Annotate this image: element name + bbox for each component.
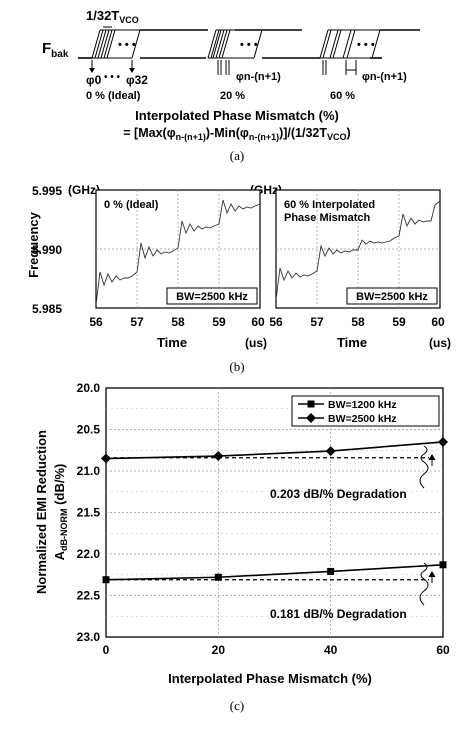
b-xlabel-left: Time (157, 335, 187, 350)
c-reference-lines (106, 457, 429, 581)
b-xtick-1: 57 (130, 315, 144, 329)
b-xtick-4: 60 (251, 315, 265, 329)
phase-dots: • • • (104, 72, 121, 83)
b-rxtick-2: 58 (351, 315, 365, 329)
b-rxtick-0: 56 (269, 315, 283, 329)
b-left-bw: BW=2500 kHz (176, 291, 248, 303)
b-xunit: (us) (429, 336, 451, 350)
b-ylabel: Frequency (26, 211, 41, 278)
b-right-bw-box (346, 287, 438, 305)
c-xlabel: Interpolated Phase Mismatch (%) (168, 671, 372, 686)
legend-label-2500: BW=2500 kHz (328, 413, 397, 425)
b-ytick-1: 5.990 (32, 243, 62, 257)
c-point-diamond (101, 453, 111, 464)
c-xtick: 60 (436, 643, 450, 657)
c-ytick: 21.5 (77, 506, 101, 520)
c-xtick: 20 (212, 643, 226, 657)
phase0-label: φ0 (86, 73, 102, 87)
b-xtick-2: 58 (171, 315, 185, 329)
fbak-label: Fbak (42, 40, 69, 60)
phase-n-label-2: φn-(n+1) (236, 71, 281, 83)
case-20: 20 % (220, 90, 245, 102)
formula: = [Max(φn-(n+1))-Min(φn-(n+1))]/(1/32TVC… (123, 126, 350, 142)
c-ytick: 20.5 (77, 423, 101, 437)
case-ideal: 0 % (Ideal) (86, 90, 141, 102)
b-right-bw: BW=2500 kHz (356, 291, 428, 303)
c-ytick: 23.0 (77, 630, 101, 644)
c-bracket-upper (419, 445, 436, 489)
c-legend: BW=1200 kHz BW=2500 kHz (291, 395, 440, 427)
c-ylabel2: AdB-NORM (dB/%) (52, 464, 69, 561)
b-yunit: (GHz) (68, 183, 100, 197)
b-rxtick-1: 57 (310, 315, 324, 329)
c-point-square (439, 561, 447, 569)
b-left-bw-box (166, 287, 258, 305)
b-rxtick-3: 59 (392, 315, 406, 329)
caption-a: (a) (230, 148, 244, 163)
dots-3: • • • (357, 39, 375, 51)
c-annotation-upper: 0.203 dB/% Degradation (270, 487, 407, 501)
c-series (101, 436, 448, 584)
legend-label-1200: BW=1200 kHz (328, 399, 397, 411)
b-left-label: 0 % (Ideal) (104, 199, 159, 211)
c-point-diamond (325, 446, 336, 457)
c-xtick: 40 (324, 643, 338, 657)
caption-c: (c) (230, 698, 244, 713)
c-ytick: 21.0 (77, 464, 101, 478)
caption-b: (b) (229, 359, 244, 374)
dots-2: • • • (240, 39, 258, 51)
b-right-trace (275, 200, 441, 301)
legend-diamond-marker (306, 413, 316, 423)
b-right-label-2: Phase Mismatch (284, 212, 370, 224)
c-point-diamond (438, 436, 448, 447)
c-point-square (214, 573, 222, 581)
b-ytick-2: 5.985 (32, 302, 62, 316)
edges-20 (207, 29, 263, 59)
c-annotation-lower: 0.181 dB/% Degradation (270, 607, 407, 621)
c-point-square (327, 567, 335, 575)
formula-title: Interpolated Phase Mismatch (%) (135, 108, 339, 123)
c-ytick: 22.5 (77, 589, 101, 603)
edges-ideal (91, 29, 141, 59)
b-rxtick-4: 60 (431, 315, 445, 329)
b-xtick-0: 56 (89, 315, 103, 329)
panel-c: 20.0 20.5 21.0 21.5 22.0 22.5 23.00 20 40 60 BW=1… (34, 381, 450, 713)
c-series-line-1 (105, 441, 444, 460)
panel-b: Frequency (GHz) (GHz) 5.995 5.990 5.985 … (26, 183, 451, 374)
b-xlabel-right: Time (337, 335, 367, 350)
c-point-diamond (213, 451, 224, 462)
b-left-trace (95, 199, 261, 306)
case-60: 60 % (330, 90, 355, 102)
phase32-label: φ32 (126, 73, 148, 87)
phase-n-label-3: φn-(n+1) (362, 71, 407, 83)
edges-60 (319, 29, 381, 59)
b-xtick-3: 59 (212, 315, 226, 329)
b-right-label-1: 60 % Interpolated (284, 199, 375, 211)
c-xtick: 0 (103, 643, 110, 657)
dots-1: • • • (118, 39, 136, 51)
legend-square-marker (307, 400, 315, 408)
tvco-label: 1/32TVCO (86, 8, 139, 25)
b-ytick-0: 5.995 (32, 184, 62, 198)
b-xunit-left: (us) (245, 336, 267, 350)
c-bracket-lower (419, 562, 436, 606)
c-point-square (102, 576, 110, 584)
c-ytick: 22.0 (77, 547, 101, 561)
panel-a: Fbak • • • 1/32TVCO φ0 • • • φ32 0 % (Id… (42, 8, 420, 163)
c-ylabel: Normalized EMI Reduction (34, 430, 49, 594)
c-ytick: 20.0 (77, 381, 101, 395)
c-series-line-0 (105, 563, 444, 581)
c-ticks: 20.0 20.5 21.0 21.5 22.0 22.5 23.00 20 40 60 (77, 381, 450, 657)
